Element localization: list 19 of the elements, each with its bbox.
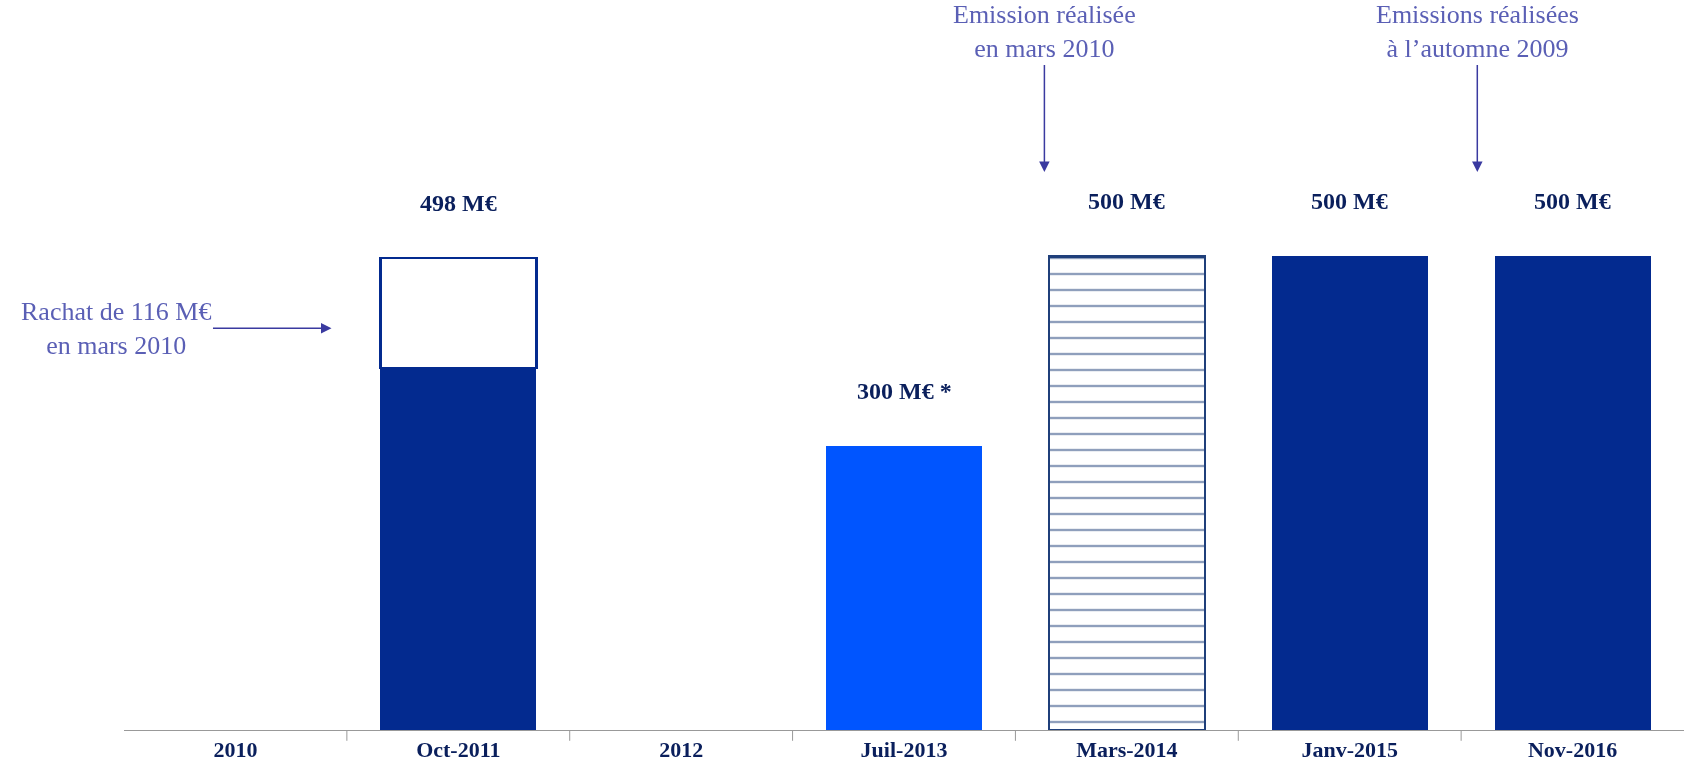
bar [826, 445, 982, 730]
x-tick-label: Oct-2011 [416, 737, 501, 763]
text: Emission réalisée en mars 2010 [953, 0, 1136, 63]
x-tick-label: 2010 [213, 737, 258, 763]
data-label: 500 M€ [1311, 188, 1388, 214]
annotation: Rachat de 116 M€ en mars 2010 [21, 297, 212, 360]
x-tick-label: Janv-2015 [1301, 737, 1398, 763]
x-tick-label: Mars-2014 [1076, 737, 1178, 763]
data-label: 500 M€ [1534, 188, 1611, 214]
bar [1047, 255, 1207, 730]
text: Emissions réalisées à l’automne 2009 [1376, 0, 1579, 63]
x-tick-label: 2012 [659, 737, 704, 763]
bar [1494, 256, 1651, 730]
data-label: 300 M€ * [857, 378, 952, 404]
data-label: 500 M€ [1088, 188, 1165, 214]
x-tick-label: Juil-2013 [860, 737, 948, 763]
total-label: 498 M€ [420, 190, 497, 216]
x-tick-label: Nov-2016 [1527, 737, 1618, 763]
bar [1271, 256, 1428, 730]
